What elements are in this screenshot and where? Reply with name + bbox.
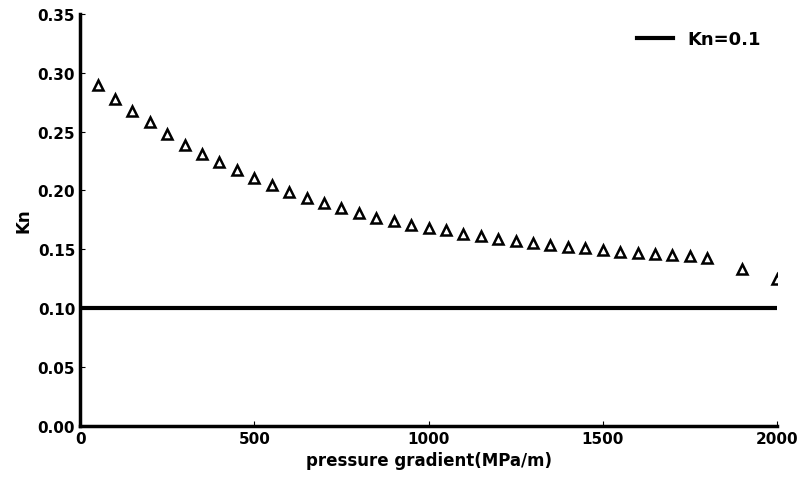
Legend: Kn=0.1: Kn=0.1 — [630, 24, 768, 57]
Y-axis label: Kn: Kn — [14, 208, 32, 233]
X-axis label: pressure gradient(MPa/m): pressure gradient(MPa/m) — [305, 451, 552, 469]
